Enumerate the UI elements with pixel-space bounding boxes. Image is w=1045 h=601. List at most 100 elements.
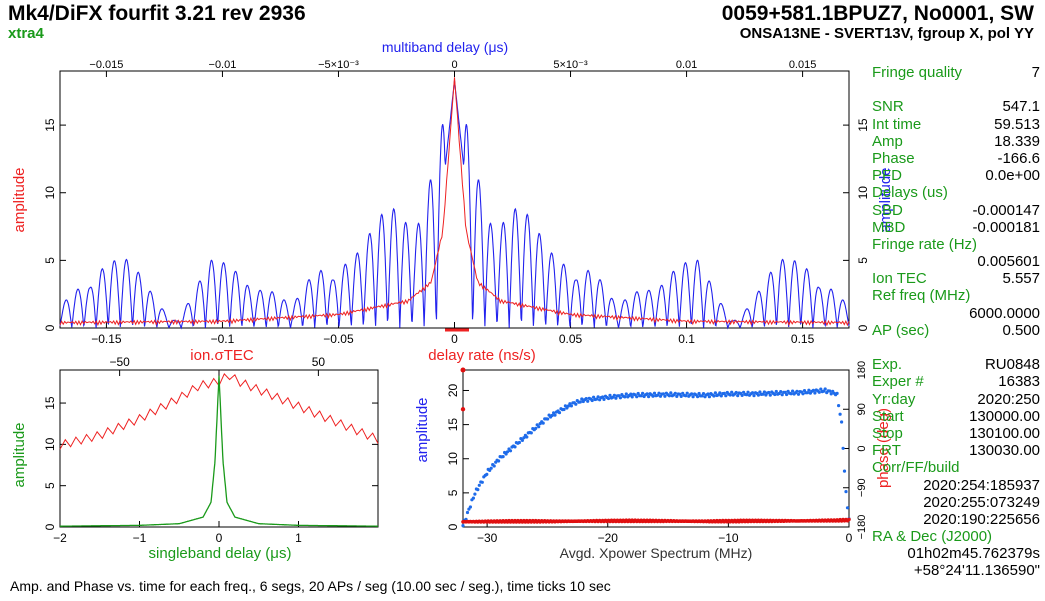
- amplitude-point: [497, 459, 501, 463]
- info-row: Amp 18.339: [872, 133, 1040, 150]
- phase-point: [460, 407, 466, 412]
- amplitude-point: [706, 392, 710, 396]
- info-label: Int time: [872, 115, 922, 133]
- info-value: 0.005601: [977, 253, 1040, 271]
- x-axis-label: singleband delay (μs): [149, 545, 292, 562]
- amplitude-point: [669, 391, 673, 395]
- amplitude-point: [557, 411, 562, 415]
- amplitude-point: [841, 446, 845, 450]
- y2-tick-label: 5: [856, 257, 870, 264]
- y2-axis-label: amplitude: [877, 167, 894, 232]
- amplitude-point: [517, 440, 522, 445]
- info-label: Delays (us): [872, 184, 948, 202]
- amplitude-point: [541, 421, 545, 425]
- amplitude-point: [719, 394, 723, 398]
- info-row: 2020:255:073249: [872, 494, 1040, 511]
- info-row: [872, 339, 1040, 356]
- info-row: Start 130000.00: [872, 408, 1040, 425]
- amplitude-point: [629, 392, 633, 396]
- info-value: -0.000147: [972, 201, 1040, 219]
- amplitude-point: [844, 490, 848, 494]
- info-value: 547.1: [1002, 98, 1040, 116]
- y-tick-label: 5: [43, 482, 57, 489]
- amplitude-point: [489, 466, 493, 470]
- amplitude-point: [823, 387, 827, 391]
- amplitude-point: [752, 394, 756, 398]
- amplitude-point: [697, 391, 701, 396]
- info-value: 2020:190:225656: [923, 510, 1040, 528]
- y2-tick-label: 10: [856, 186, 870, 200]
- x-tick-label: −2: [53, 531, 67, 545]
- info-label: FRT: [872, 442, 901, 460]
- amplitude-point: [647, 395, 651, 399]
- amplitude-point: [713, 391, 718, 395]
- info-label: Start: [872, 407, 904, 425]
- amplitude-point: [569, 404, 574, 408]
- info-value: -0.000181: [972, 218, 1040, 236]
- amplitude-point: [480, 480, 484, 484]
- y-tick-label: 15: [43, 396, 57, 410]
- amplitude-point: [819, 387, 823, 391]
- info-row: Exp. RU0848: [872, 356, 1040, 373]
- info-label: AP (sec): [872, 321, 930, 339]
- amplitude-point: [661, 392, 666, 396]
- info-label: Phase: [872, 149, 915, 167]
- fringe-info-panel: Fringe quality 7 SNR 547.1 Int time 59.513 Amp…: [872, 64, 1040, 580]
- amplitude-point: [492, 464, 496, 468]
- amplitude-point: [801, 392, 805, 396]
- info-value: 2020:254:185937: [923, 476, 1040, 494]
- amplitude-point: [762, 390, 767, 394]
- amplitude-point: [657, 391, 661, 395]
- info-value: RU0848: [984, 356, 1040, 374]
- amplitude-point: [614, 396, 618, 400]
- amplitude-point: [635, 395, 639, 399]
- info-value: 2020:255:073249: [923, 493, 1040, 511]
- info-label: MBD: [872, 218, 906, 236]
- amplitude-point: [718, 391, 722, 395]
- info-value: 5.557: [1002, 270, 1040, 288]
- info-value: 130100.00: [969, 424, 1040, 442]
- amplitude-point: [675, 394, 679, 398]
- amplitude-point: [618, 396, 623, 400]
- info-row: Ion TEC 5.557: [872, 270, 1040, 287]
- amplitude-point: [829, 392, 833, 396]
- y2-axis-label: phase (deg): [875, 408, 892, 488]
- amplitude-point: [845, 506, 850, 510]
- amplitude-point: [701, 392, 706, 396]
- amplitude-point: [465, 510, 470, 515]
- info-row: 6000.0000: [872, 305, 1040, 322]
- x-tick-label: 0.1: [678, 332, 695, 346]
- amplitude-point: [546, 417, 550, 421]
- y-tick-label: 15: [43, 118, 57, 132]
- y-tick-label: 5: [43, 257, 57, 264]
- info-value: 16383: [998, 373, 1040, 391]
- amplitude-point: [730, 390, 734, 394]
- amplitude-point: [468, 505, 472, 509]
- amplitude-point: [807, 388, 811, 392]
- info-row: PFD 0.0e+00: [872, 167, 1040, 184]
- x-tick-label: −0.05: [323, 332, 354, 346]
- y-tick-label: 15: [446, 418, 460, 432]
- x-tick-label: −1: [133, 531, 147, 545]
- info-row: 01h02m45.762379s: [872, 545, 1040, 562]
- info-value: +58°24'11.136590": [913, 562, 1040, 580]
- info-row: AP (sec) 0.500: [872, 322, 1040, 339]
- x-tick-label: 0: [846, 531, 853, 545]
- amplitude-point: [639, 394, 643, 398]
- amplitude-point: [691, 395, 695, 399]
- plot-subtitle: xtra4: [8, 25, 44, 42]
- info-value: 0.0e+00: [985, 167, 1040, 185]
- amplitude-point: [476, 488, 480, 492]
- amplitude-point: [673, 391, 677, 395]
- info-label: Exp.: [872, 356, 903, 374]
- info-row: 2020:190:225656: [872, 511, 1040, 528]
- amplitude-point: [685, 391, 689, 395]
- amplitude-point: [624, 392, 628, 396]
- sbd-amplitude-series: [60, 375, 378, 527]
- amplitude-point: [722, 391, 726, 395]
- x2-axis-label: ion.σTEC: [190, 347, 254, 364]
- amplitude-point: [690, 392, 694, 396]
- x-tick-label: 0: [216, 531, 223, 545]
- amplitude-point: [745, 393, 749, 397]
- y-tick-label: 0: [446, 523, 460, 530]
